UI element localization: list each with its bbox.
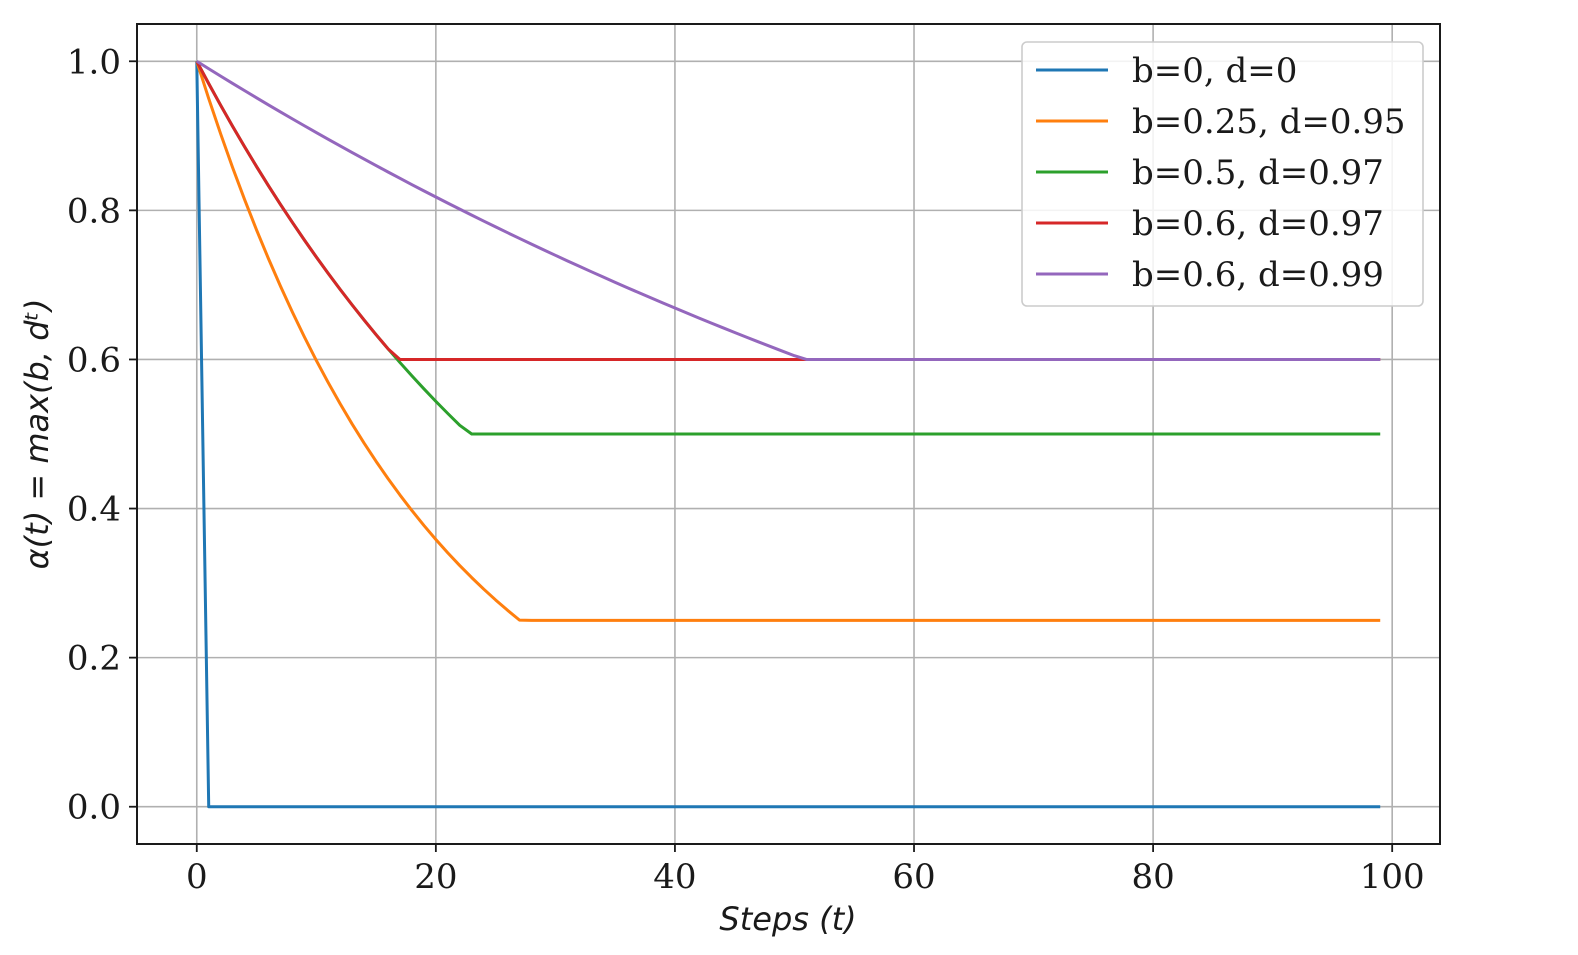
x-tick-label: 20	[414, 857, 457, 897]
series-line-2	[195, 60, 1381, 622]
y-tick-label: 0.8	[67, 191, 121, 231]
series-layer	[195, 59, 1381, 809]
legend-label-3: b=0.5, d=0.97	[1132, 153, 1384, 193]
x-tick-label: 0	[186, 857, 208, 897]
legend-label-1: b=0, d=0	[1132, 51, 1297, 91]
legend-label-4: b=0.6, d=0.97	[1132, 204, 1384, 244]
x-tick-label: 80	[1131, 857, 1174, 897]
y-axis-label: α(t) = max(b, dᵗ)	[18, 299, 56, 570]
legend-label-2: b=0.25, d=0.95	[1132, 102, 1406, 142]
plot-frame	[136, 23, 1441, 845]
legend-label-5: b=0.6, d=0.99	[1132, 255, 1384, 295]
legend-box	[1021, 41, 1424, 307]
x-tick-label: 100	[1360, 857, 1425, 897]
y-tick-label: 0.0	[67, 788, 121, 828]
y-tick-label: 0.6	[67, 340, 121, 380]
y-tick-label: 0.2	[67, 639, 121, 679]
y-tick-label: 0.4	[67, 490, 121, 530]
x-axis: 0 20 40 60 80 100	[186, 844, 1425, 897]
series-line-1	[195, 61, 1381, 809]
x-axis-label: Steps (t)	[719, 900, 856, 938]
series-line-5	[195, 59, 1381, 361]
x-tick-label: 40	[653, 857, 696, 897]
legend: b=0, d=0 b=0.25, d=0.95 b=0.5, d=0.97 b=0.6…	[1021, 41, 1424, 307]
x-tick-label: 60	[892, 857, 935, 897]
y-tick-label: 1.0	[67, 42, 121, 82]
y-axis: 0.0 0.2 0.4 0.6 0.8 1.0	[67, 42, 137, 828]
